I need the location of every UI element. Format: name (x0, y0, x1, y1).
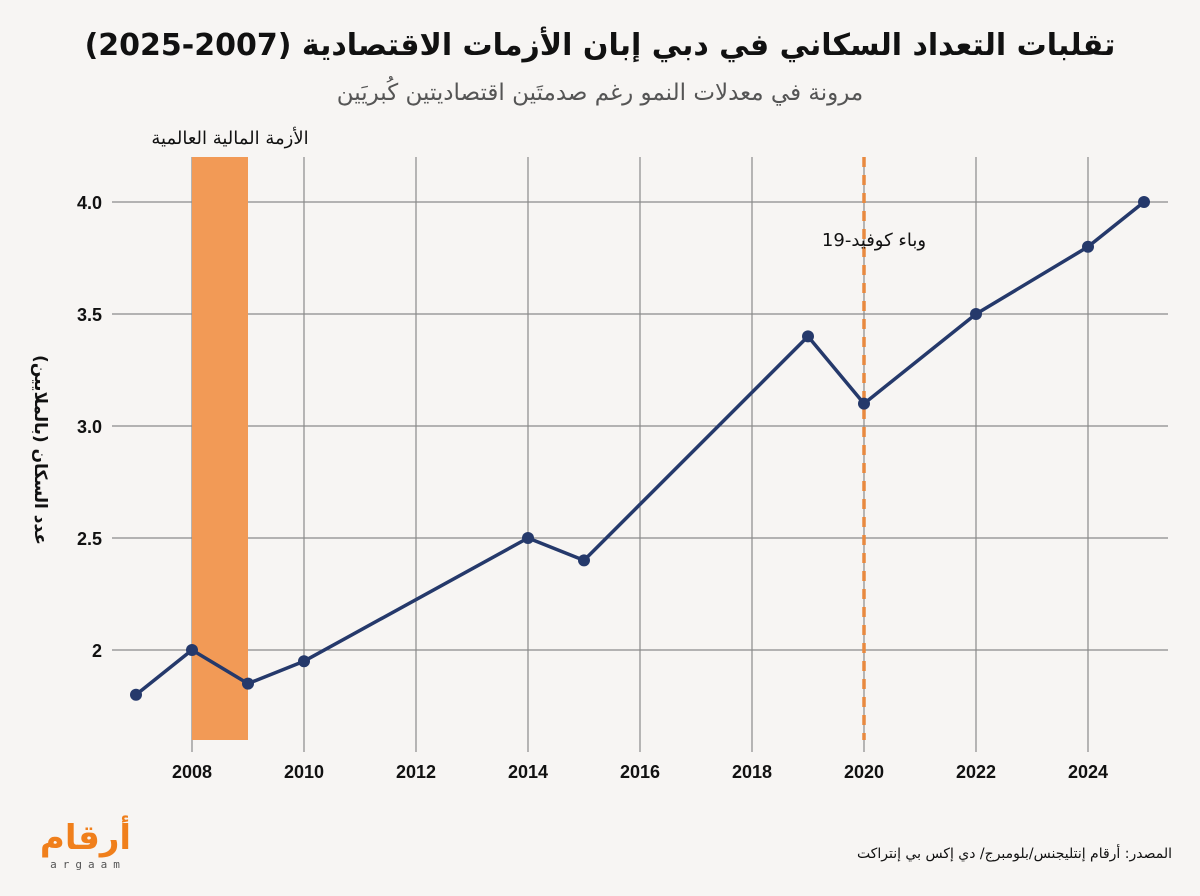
y-tick-label: 2.5 (77, 529, 102, 549)
y-tick-label: 4.0 (77, 193, 102, 213)
x-tick-label: 2008 (172, 762, 212, 782)
y-tick-label: 2 (92, 641, 102, 661)
x-tick-label: 2024 (1068, 762, 1108, 782)
x-tick-label: 2012 (396, 762, 436, 782)
x-tick-label: 2014 (508, 762, 548, 782)
logo-latin-text: argaam (50, 858, 126, 871)
y-tick-label: 3.0 (77, 417, 102, 437)
source-note: المصدر: أرقام إنتليجنس/بلومبرج/ دي إكس ب… (856, 846, 1172, 862)
x-tick-label: 2016 (620, 762, 660, 782)
chart-title: تقلبات التعداد السكاني في دبي إبان الأزم… (84, 28, 1116, 63)
y-tick-labels: 2 2.5 3.0 3.5 4.0 (77, 193, 102, 661)
data-point (242, 677, 254, 690)
data-point (1138, 196, 1150, 208)
chart-subtitle: مرونة في معدلات النمو رغم صدمتَين اقتصاد… (336, 80, 864, 106)
data-point (802, 330, 814, 343)
crisis-band-label: الأزمة المالية العالمية (151, 127, 308, 149)
logo-arabic-text: أرقام (39, 818, 132, 858)
series-layer (130, 196, 1150, 701)
data-point (1082, 240, 1094, 253)
argaam-logo: أرقام argaam (28, 818, 148, 871)
data-point (970, 308, 982, 320)
data-point (186, 644, 198, 656)
covid-label: وباء كوفيد-19 (822, 230, 926, 251)
data-point (522, 532, 534, 544)
grid-lines (112, 157, 1168, 752)
data-point (858, 397, 870, 410)
data-point (578, 554, 590, 567)
x-tick-label: 2020 (844, 762, 884, 782)
annotation-labels: الأزمة المالية العالمية وباء كوفيد-19 (151, 127, 926, 251)
y-tick-label: 3.5 (77, 305, 102, 325)
data-point (298, 655, 310, 668)
y-axis-label: عدد السكان (بالملايين) (30, 355, 50, 545)
crisis-band (192, 157, 248, 740)
x-tick-label: 2018 (732, 762, 772, 782)
x-tick-labels: 2008 2010 2012 2014 2016 2018 2020 2022 2024 (172, 762, 1108, 782)
data-point (130, 688, 142, 701)
annotation-bands (192, 157, 248, 740)
x-tick-label: 2010 (284, 762, 324, 782)
x-tick-label: 2022 (956, 762, 996, 782)
